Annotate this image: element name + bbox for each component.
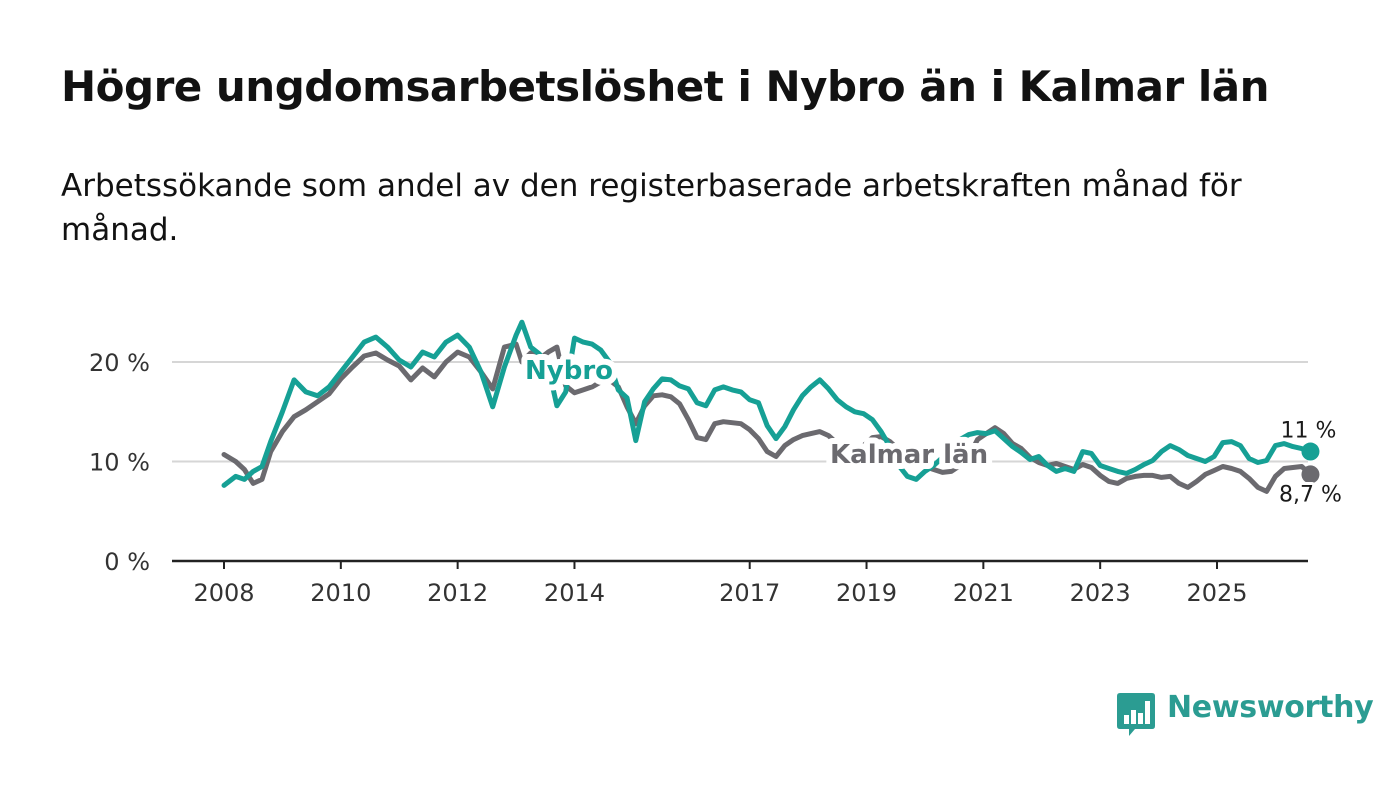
end-label-nybro: 11 %: [1281, 419, 1337, 444]
newsworthy-logo: Newsworthy: [1117, 690, 1374, 736]
x-tick-label: 2019: [836, 579, 897, 607]
chart-subtitle: Arbetssökande som andel av den registerb…: [61, 168, 1242, 248]
x-tick-label: 2021: [953, 579, 1014, 607]
series-line-nybro: [221, 319, 1313, 488]
series-label-kalmar: Kalmar län: [830, 440, 988, 470]
x-tick-label: 2014: [544, 579, 605, 607]
y-tick-label: 0 %: [104, 548, 150, 576]
x-tick-label: 2017: [719, 579, 780, 607]
brand-name: Newsworthy: [1167, 690, 1374, 725]
chart-title: Högre ungdomsarbetslöshet i Nybro än i K…: [61, 62, 1270, 111]
x-tick-label: 2008: [193, 579, 254, 607]
series-label-nybro-halo: Nybro: [525, 356, 613, 386]
end-label-kalmar: 8,7 %: [1279, 482, 1342, 507]
axis-layer: 0 % 10 % 20 % 2008 2010 2012 2014 2017 2019 2021 2…: [89, 349, 1308, 607]
series-label-nybro: Nybro: [525, 356, 613, 386]
series-line-kalmar-län: [221, 341, 1313, 494]
series-end-marker: [1301, 442, 1320, 461]
end-label-nybro-halo: 11 %: [1281, 419, 1337, 444]
end-label-kalmar-halo: 8,7 %: [1279, 482, 1342, 507]
series-label-kalmar-halo: Kalmar län: [830, 440, 988, 470]
x-tick-label: 2025: [1186, 579, 1247, 607]
bar-chart-speech-icon: [1117, 693, 1155, 736]
y-tick-label: 20 %: [89, 349, 150, 377]
series-end-marker: [1301, 465, 1320, 484]
series-layer: [221, 319, 1320, 494]
y-tick-label: 10 %: [89, 449, 150, 477]
x-tick-label: 2010: [310, 579, 371, 607]
x-tick-label: 2023: [1070, 579, 1131, 607]
x-tick-label: 2012: [427, 579, 488, 607]
